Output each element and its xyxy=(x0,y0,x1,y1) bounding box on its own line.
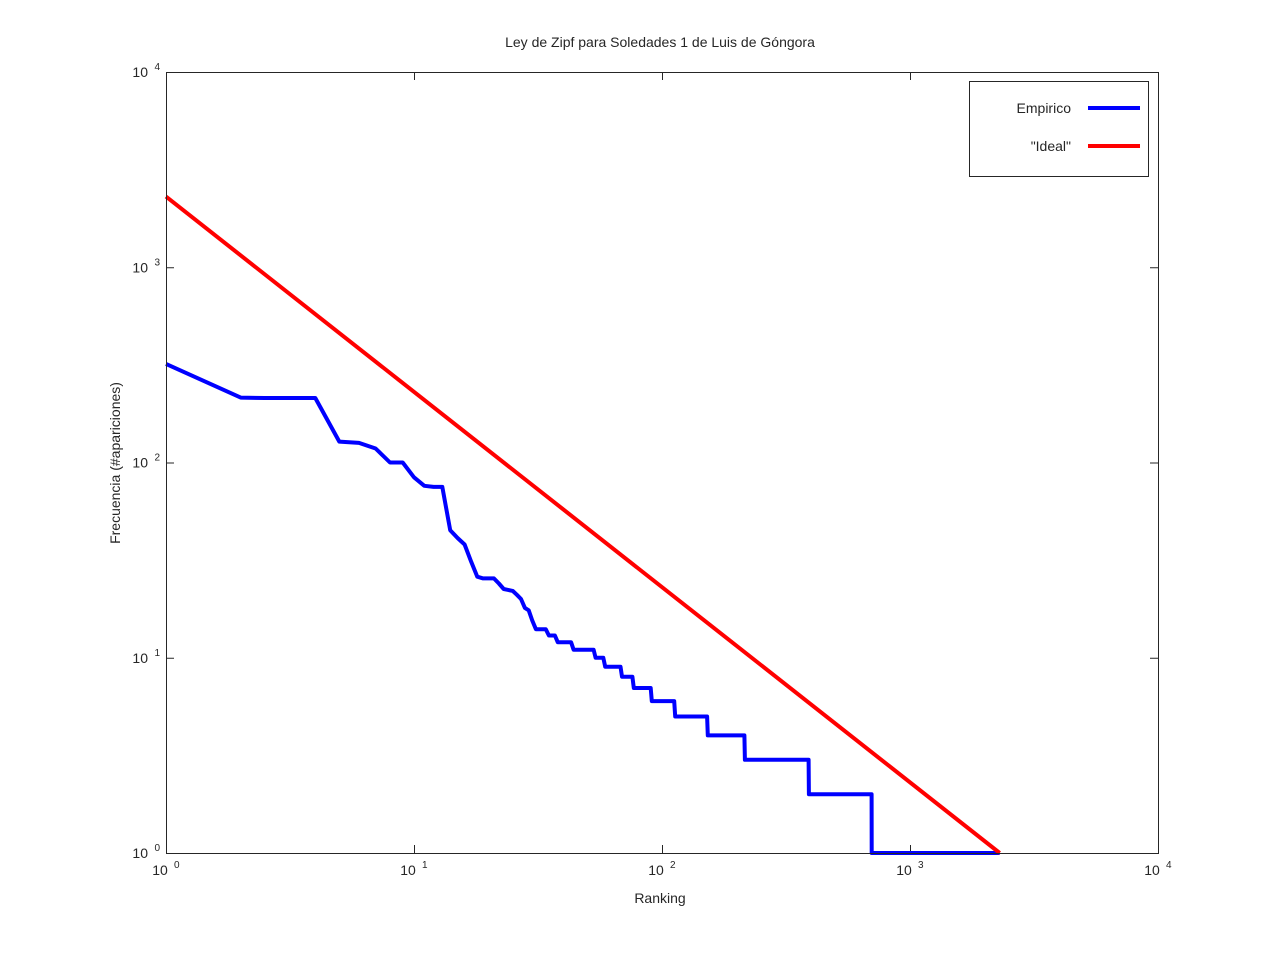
y-tick-label-base: 10 xyxy=(132,650,148,666)
x-tick-label-base: 10 xyxy=(152,862,168,878)
y-tick-label-base: 10 xyxy=(132,64,148,80)
x-tick-label-exp: 1 xyxy=(422,860,428,871)
y-tick-label-base: 10 xyxy=(132,845,148,861)
legend-label: Empirico xyxy=(1017,100,1072,116)
y-tick-label: 10 4 xyxy=(132,62,160,80)
x-tick-label-base: 10 xyxy=(648,862,664,878)
x-tick-label-exp: 4 xyxy=(1166,860,1172,871)
y-tick-label: 10 2 xyxy=(132,453,160,471)
legend-entries: Empirico "Ideal" xyxy=(1017,100,1140,154)
axis-ticks xyxy=(166,72,1159,854)
y-tick-label: 10 3 xyxy=(132,257,160,275)
y-tick-label-base: 10 xyxy=(132,455,148,471)
x-tick-labels: 10 0 10 1 10 2 10 3 10 4 xyxy=(152,860,1172,878)
y-tick-label-base: 10 xyxy=(132,259,148,275)
y-tick-label: 10 1 xyxy=(132,648,160,666)
series-lines xyxy=(164,195,1001,855)
y-tick-labels: 10 0 10 1 10 2 10 3 10 4 xyxy=(132,62,160,861)
series-line-ideal xyxy=(164,195,1001,855)
x-tick-label: 10 1 xyxy=(400,860,428,878)
legend-label: "Ideal" xyxy=(1031,138,1071,154)
legend: Empirico "Ideal" xyxy=(969,81,1149,177)
x-tick-label: 10 0 xyxy=(152,860,180,878)
y-tick-label-exp: 2 xyxy=(154,453,160,464)
y-tick-label-exp: 1 xyxy=(154,648,160,659)
x-tick-label-exp: 3 xyxy=(918,860,924,871)
x-tick-label-exp: 0 xyxy=(174,860,180,871)
x-tick-label-base: 10 xyxy=(400,862,416,878)
y-axis-label: Frecuencia (#apariciones) xyxy=(107,382,123,544)
x-tick-label-base: 10 xyxy=(1144,862,1160,878)
x-tick-label: 10 2 xyxy=(648,860,676,878)
x-tick-label-exp: 2 xyxy=(670,860,676,871)
chart-title: Ley de Zipf para Soledades 1 de Luis de … xyxy=(505,34,815,50)
y-tick-label-exp: 0 xyxy=(154,843,160,854)
plot-frame xyxy=(166,72,1159,854)
y-tick-label: 10 0 xyxy=(132,843,160,861)
x-tick-label-base: 10 xyxy=(896,862,912,878)
x-tick-label: 10 3 xyxy=(896,860,924,878)
y-tick-label-exp: 3 xyxy=(154,257,160,268)
y-tick-label-exp: 4 xyxy=(154,62,160,73)
series-line-empirico xyxy=(165,362,1000,855)
x-axis-label: Ranking xyxy=(634,890,685,906)
x-tick-label: 10 4 xyxy=(1144,860,1172,878)
legend-box xyxy=(969,81,1149,177)
